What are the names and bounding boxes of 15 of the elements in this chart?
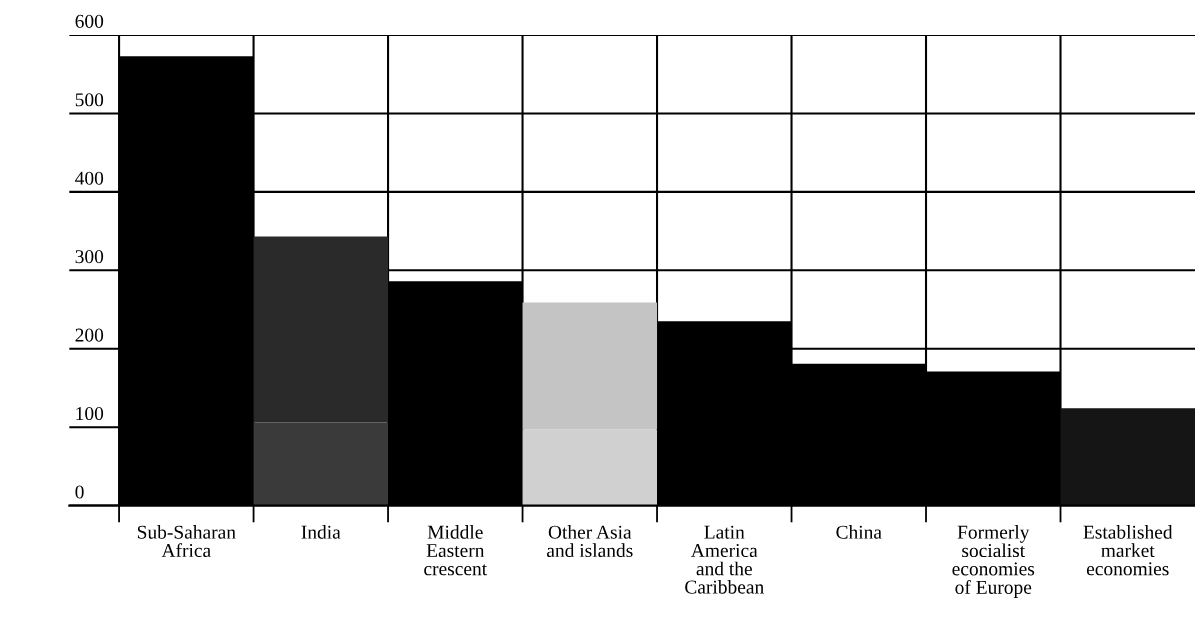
x-tick-label: Other Asia and islands <box>547 525 633 558</box>
x-tick-label: Sub-Saharan Africa <box>137 525 236 558</box>
y-tick-label: 500 <box>75 93 104 107</box>
y-tick-label: 0 <box>75 485 84 499</box>
y-tick-label: 600 <box>75 14 104 28</box>
x-tick-label: Middle Eastern crescent <box>424 525 488 576</box>
x-tick-label: India <box>301 525 341 539</box>
y-tick-label: 100 <box>76 406 104 421</box>
x-tick-label: Formerly socialist economies of Europe <box>952 525 1035 598</box>
x-tick-label: Latin America and the Caribbean <box>685 525 764 594</box>
x-tick-label: Established market economies <box>1083 525 1173 576</box>
y-tick-label: 400 <box>75 171 104 185</box>
y-tick-label: 300 <box>75 250 104 264</box>
y-tick-label: 200 <box>75 328 104 342</box>
x-tick-label: China <box>836 525 882 539</box>
